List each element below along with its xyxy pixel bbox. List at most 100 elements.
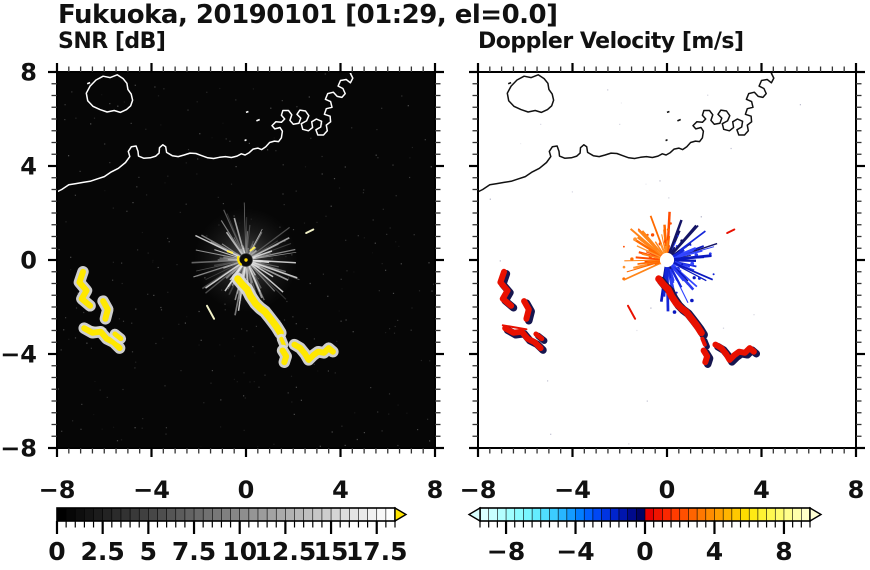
noise-speck (319, 445, 321, 447)
noise-speck (338, 187, 341, 189)
noise-speck (224, 309, 226, 311)
noise-speck (428, 262, 430, 264)
x-tick-label: −4 (133, 476, 170, 504)
noise-speck (304, 166, 307, 168)
colorbar-cell (609, 507, 620, 522)
noise-speck (219, 344, 221, 346)
velocity-speck (697, 276, 701, 280)
noise-speck (341, 425, 343, 427)
noise-speck (249, 381, 251, 383)
noise-speck (220, 426, 222, 428)
noise-speck (198, 310, 200, 313)
noise-speck (333, 178, 336, 180)
noise-speck (152, 259, 154, 261)
colorbar-tick-label: 0 (636, 537, 653, 566)
noise-speck (186, 316, 188, 318)
noise-speck (292, 316, 294, 318)
colorbar-cell (120, 507, 131, 522)
noise-speck (283, 319, 286, 321)
colorbar-cell (679, 507, 690, 522)
colorbar-cell (275, 507, 287, 522)
noise-speck (225, 138, 227, 140)
colorbar-cell (257, 507, 268, 522)
velocity-speck (690, 261, 695, 266)
noise-speck (376, 129, 378, 131)
noise-speck (388, 393, 391, 395)
noise-speck (71, 91, 73, 93)
noise-speck (163, 88, 165, 90)
noise-speck (372, 219, 374, 221)
echo-core (206, 304, 216, 320)
x-tick-label: −8 (460, 476, 497, 504)
echo-core (81, 325, 123, 352)
echo-core (291, 341, 336, 363)
starburst-ray (191, 259, 247, 264)
islet-mark (507, 81, 512, 85)
noise-speck (620, 102, 622, 104)
colorbar-cell (294, 507, 305, 522)
colorbar-cell (285, 507, 296, 522)
noise-speck (122, 320, 125, 322)
colorbar-tick-label: 12.5 (255, 537, 317, 566)
noise-speck (147, 252, 149, 254)
noise-speck (310, 137, 312, 139)
noise-speck (141, 231, 143, 234)
noise-speck (395, 241, 397, 243)
noise-speck (270, 107, 272, 109)
noise-speck (168, 241, 170, 243)
noise-speck (217, 196, 219, 198)
starburst-ray (245, 237, 290, 261)
starburst-ray (220, 220, 247, 261)
colorbar-cell (376, 507, 387, 522)
noise-speck (180, 370, 182, 372)
noise-speck (722, 327, 725, 329)
noise-speck (377, 157, 379, 159)
noise-speck (394, 325, 396, 328)
colorbar-cell (303, 507, 314, 522)
colorbar-under-arrow (467, 506, 481, 523)
noise-speck (645, 183, 647, 185)
noise-speck (324, 73, 326, 75)
colorbar-cell (312, 507, 323, 522)
noise-speck (113, 426, 115, 428)
colorbar-tick-label: −8 (487, 537, 525, 566)
colorbar-cell (497, 507, 507, 522)
colorbar-cell (193, 507, 204, 522)
noise-speck (377, 411, 379, 413)
colorbar-cell (514, 507, 525, 522)
noise-speck (86, 342, 88, 344)
noise-speck (90, 347, 92, 349)
noise-speck (371, 252, 374, 254)
noise-speck (293, 413, 295, 415)
noise-speck (104, 143, 106, 145)
starburst-ray (205, 259, 247, 289)
noise-speck (222, 122, 224, 124)
noise-speck (152, 261, 154, 263)
coastline-path (57, 72, 354, 193)
noise-speck (68, 155, 70, 157)
y-tick-label: −8 (0, 435, 37, 463)
noise-speck (155, 342, 157, 345)
colorbar-cell (705, 507, 716, 522)
velocity-speck (690, 298, 694, 303)
noise-speck (287, 392, 289, 394)
noise-speck (411, 307, 413, 309)
x-tick-label: −8 (39, 476, 76, 504)
echo-core (533, 331, 545, 342)
noise-speck (63, 329, 65, 331)
velocity-fan-ray (633, 238, 666, 260)
colorbar-cell (266, 507, 277, 522)
noise-speck (104, 190, 106, 192)
noise-speck (282, 193, 284, 195)
noise-speck (389, 227, 391, 229)
colorbar-cell (74, 507, 86, 522)
starburst-ray (243, 202, 247, 261)
noise-speck (338, 92, 340, 94)
x-tick-label: −4 (554, 476, 591, 504)
noise-speck (327, 370, 329, 372)
noise-speck (254, 352, 256, 354)
noise-speck (246, 330, 248, 332)
colorbar-cell (349, 507, 360, 522)
